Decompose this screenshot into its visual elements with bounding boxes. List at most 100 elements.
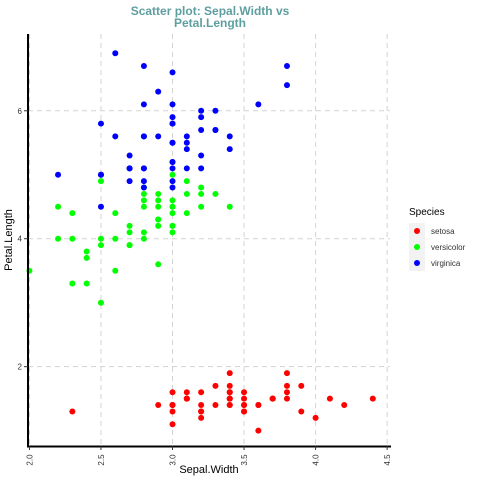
data-point-virginica [155, 133, 162, 140]
data-point-versicolor [183, 210, 190, 217]
data-point-virginica [198, 107, 205, 114]
data-point-versicolor [198, 184, 205, 191]
data-point-virginica [140, 178, 147, 185]
data-points [26, 50, 376, 434]
data-point-virginica [140, 133, 147, 140]
data-point-setosa [226, 395, 233, 402]
legend-label-versicolor: versicolor [431, 243, 466, 252]
data-point-versicolor [155, 190, 162, 197]
data-point-versicolor [83, 254, 90, 261]
data-point-versicolor [169, 222, 176, 229]
data-point-versicolor [97, 299, 104, 306]
data-point-versicolor [169, 203, 176, 210]
data-point-setosa [241, 395, 248, 402]
data-point-versicolor [112, 235, 119, 242]
data-point-setosa [169, 402, 176, 409]
data-point-virginica [283, 82, 290, 89]
data-point-setosa [198, 402, 205, 409]
data-point-setosa [198, 389, 205, 396]
data-point-versicolor [126, 242, 133, 249]
data-point-setosa [212, 402, 219, 409]
data-point-virginica [169, 120, 176, 127]
legend: Species setosa versicolor virginica [409, 207, 466, 271]
data-point-virginica [140, 184, 147, 191]
data-point-setosa [226, 389, 233, 396]
data-point-versicolor [140, 235, 147, 242]
data-point-versicolor [69, 210, 76, 217]
data-point-virginica [183, 139, 190, 146]
data-point-virginica [169, 158, 176, 165]
data-point-setosa [255, 427, 262, 434]
data-point-virginica [97, 120, 104, 127]
data-point-setosa [241, 408, 248, 415]
x-axis-title: Sepal.Width [179, 464, 238, 476]
data-point-virginica [169, 114, 176, 121]
data-point-virginica [226, 146, 233, 153]
data-point-virginica [169, 178, 176, 185]
data-point-versicolor [198, 190, 205, 197]
grid-lines [28, 34, 390, 446]
x-tick-label: 4.0 [312, 454, 321, 466]
data-point-versicolor [155, 197, 162, 204]
data-point-versicolor [69, 280, 76, 287]
data-point-virginica [126, 178, 133, 185]
y-tick-label: 6 [18, 107, 23, 116]
data-point-setosa [169, 408, 176, 415]
data-point-virginica [226, 133, 233, 140]
chart-title-line-2: Petal.Length [174, 16, 246, 30]
data-point-setosa [226, 382, 233, 389]
data-point-setosa [283, 370, 290, 377]
data-point-setosa [298, 408, 305, 415]
data-point-setosa [198, 414, 205, 421]
data-point-versicolor [140, 203, 147, 210]
series-virginica [55, 50, 290, 210]
data-point-versicolor [183, 190, 190, 197]
data-point-virginica [112, 50, 119, 57]
data-point-setosa [283, 382, 290, 389]
x-tick-label: 3.0 [169, 454, 178, 466]
data-point-versicolor [226, 203, 233, 210]
data-point-setosa [198, 408, 205, 415]
data-point-virginica [198, 165, 205, 172]
data-point-versicolor [126, 229, 133, 236]
data-point-setosa [341, 402, 348, 409]
data-point-virginica [169, 69, 176, 76]
legend-items: setosa versicolor virginica [409, 223, 466, 271]
y-tick-label: 2 [18, 363, 23, 372]
data-point-versicolor [97, 242, 104, 249]
data-point-setosa [155, 402, 162, 409]
data-point-virginica [198, 126, 205, 133]
data-point-setosa [326, 395, 333, 402]
data-point-setosa [369, 395, 376, 402]
legend-label-virginica: virginica [431, 259, 461, 268]
data-point-versicolor [140, 229, 147, 236]
data-point-setosa [283, 395, 290, 402]
x-tick-label: 2.0 [25, 454, 34, 466]
data-point-versicolor [169, 197, 176, 204]
data-point-versicolor [155, 222, 162, 229]
data-point-virginica [255, 101, 262, 108]
data-point-versicolor [155, 261, 162, 268]
x-tick-label: 3.5 [240, 454, 249, 466]
data-point-setosa [212, 382, 219, 389]
x-tick-label: 4.5 [383, 454, 392, 466]
data-point-virginica [283, 62, 290, 69]
legend-key-versicolor [414, 244, 420, 250]
data-point-versicolor [83, 280, 90, 287]
data-point-virginica [212, 126, 219, 133]
y-axis-title: Petal.Length [3, 209, 15, 271]
data-point-versicolor [69, 235, 76, 242]
data-point-virginica [140, 62, 147, 69]
data-point-setosa [241, 389, 248, 396]
data-point-versicolor [155, 203, 162, 210]
data-point-setosa [169, 389, 176, 396]
data-point-versicolor [55, 235, 62, 242]
legend-key-setosa [414, 228, 420, 234]
data-point-versicolor [169, 171, 176, 178]
data-point-versicolor [55, 203, 62, 210]
data-point-versicolor [169, 229, 176, 236]
data-point-virginica [169, 139, 176, 146]
data-point-virginica [155, 88, 162, 95]
data-point-versicolor [169, 210, 176, 217]
